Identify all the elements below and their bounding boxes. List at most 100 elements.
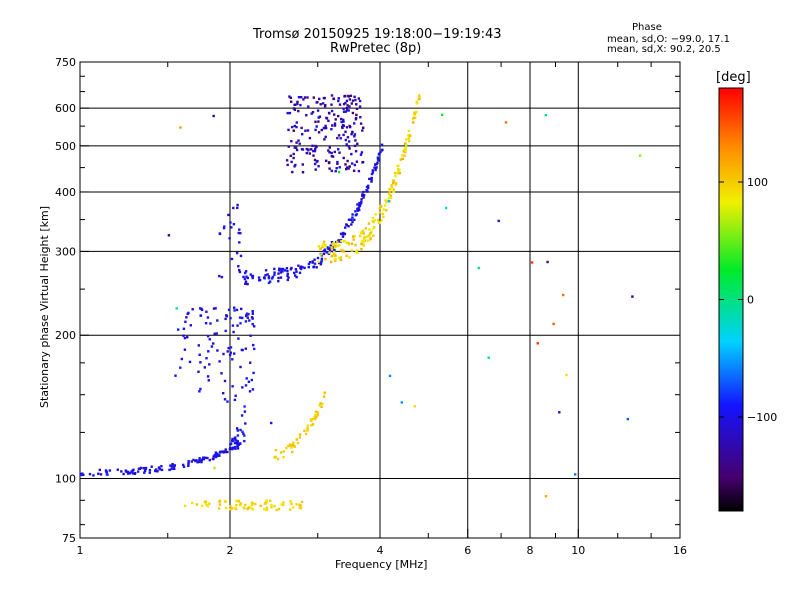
data-point — [229, 443, 232, 446]
data-point — [242, 506, 245, 509]
data-point — [273, 456, 276, 459]
data-point — [218, 503, 222, 506]
data-point — [295, 125, 298, 129]
data-point — [370, 180, 373, 183]
data-point — [105, 470, 108, 473]
data-point — [358, 105, 362, 108]
data-point — [230, 257, 234, 261]
data-point — [98, 468, 101, 472]
data-point — [237, 265, 240, 268]
data-point — [342, 102, 346, 106]
data-point — [360, 200, 363, 204]
data-point — [400, 401, 403, 404]
data-point — [251, 312, 254, 315]
data-point — [199, 314, 203, 317]
data-point — [290, 446, 293, 449]
data-point — [299, 507, 303, 510]
data-point — [239, 322, 242, 325]
data-point — [291, 443, 295, 447]
data-point — [216, 453, 219, 456]
data-point — [212, 457, 215, 461]
data-point — [349, 94, 353, 97]
data-point — [355, 103, 358, 106]
data-point — [154, 469, 157, 472]
chart-subtitle: RwPretec (8p) — [330, 41, 422, 56]
data-point — [327, 112, 331, 115]
data-point — [344, 226, 347, 229]
data-point — [320, 405, 323, 409]
data-point — [208, 458, 211, 462]
data-point — [390, 184, 393, 187]
data-point — [331, 155, 335, 158]
data-point — [297, 139, 300, 142]
data-point — [239, 254, 243, 258]
data-point — [238, 228, 241, 231]
data-point — [197, 370, 200, 373]
data-point — [148, 471, 151, 474]
data-point — [307, 266, 310, 269]
data-point — [370, 178, 373, 182]
data-point — [229, 508, 232, 511]
data-point — [97, 472, 100, 475]
data-point — [413, 405, 416, 408]
data-point — [88, 472, 92, 476]
data-point — [317, 120, 320, 123]
data-point — [251, 317, 254, 320]
data-point — [337, 114, 340, 118]
data-point — [241, 386, 244, 389]
data-point — [168, 468, 171, 472]
data-point — [322, 244, 325, 247]
data-point — [223, 225, 226, 228]
data-point — [348, 98, 352, 101]
data-point — [286, 272, 289, 276]
data-point — [351, 111, 355, 115]
data-point — [343, 94, 347, 98]
data-point — [407, 129, 411, 133]
data-point — [291, 450, 294, 454]
data-point — [189, 324, 192, 327]
data-point — [148, 468, 152, 472]
data-point — [195, 503, 199, 506]
data-point — [231, 437, 234, 441]
data-point — [350, 152, 353, 156]
data-point — [316, 256, 320, 260]
data-point — [311, 144, 314, 147]
data-point — [232, 206, 235, 210]
data-point — [252, 343, 255, 347]
data-point — [185, 316, 188, 319]
data-point — [183, 348, 187, 351]
data-point — [229, 221, 232, 224]
data-point — [333, 249, 336, 252]
data-point — [216, 349, 219, 352]
data-point — [301, 265, 304, 269]
data-point — [292, 441, 295, 444]
data-point — [251, 276, 254, 280]
data-point — [350, 242, 354, 245]
data-point — [324, 126, 328, 130]
data-point — [353, 95, 356, 98]
data-point — [310, 424, 313, 427]
data-point — [236, 324, 239, 327]
data-point — [322, 126, 326, 130]
data-point — [223, 398, 227, 401]
data-point — [364, 227, 367, 230]
data-point — [171, 463, 174, 466]
data-point — [279, 276, 283, 279]
data-point — [317, 116, 320, 119]
data-point — [220, 372, 223, 375]
data-point — [227, 346, 230, 350]
data-point — [299, 504, 302, 507]
data-point — [289, 508, 292, 511]
data-point — [296, 441, 300, 445]
x-tick-label: 10 — [571, 544, 585, 557]
data-point — [212, 455, 215, 458]
x-tick-label: 8 — [527, 544, 534, 557]
data-point — [320, 261, 323, 264]
data-point — [217, 507, 221, 510]
data-point — [230, 226, 233, 229]
data-point — [308, 136, 312, 140]
data-point — [363, 236, 366, 239]
data-point — [286, 111, 289, 115]
data-point — [283, 269, 287, 272]
data-point — [231, 385, 234, 388]
